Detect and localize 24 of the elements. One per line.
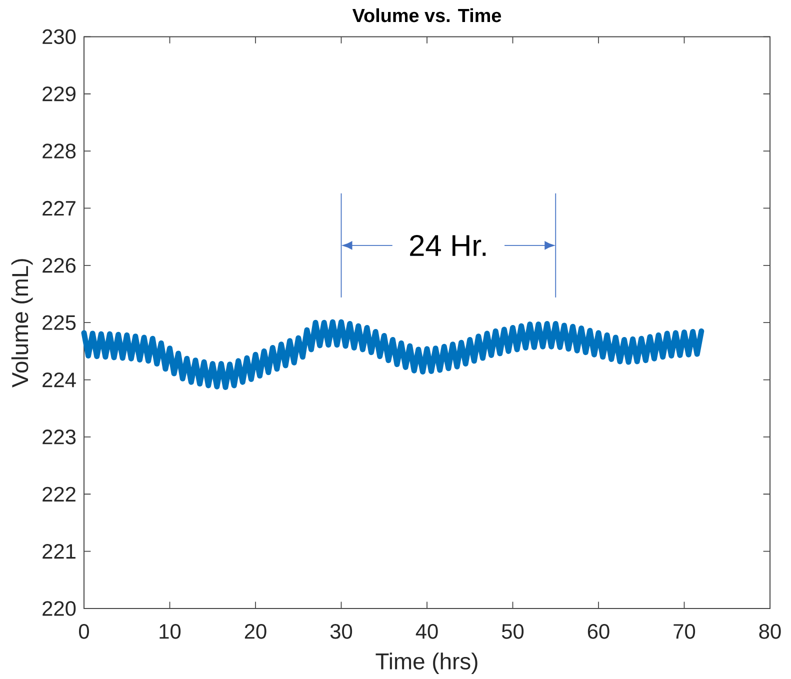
y-tick-label: 226 [42, 258, 76, 273]
chart-title: Volume vs. Time [352, 8, 502, 22]
y-tick-label: 222 [42, 486, 76, 502]
y-axis-title: Volume (mL) [11, 259, 33, 388]
x-tick-label: 0 [78, 624, 89, 639]
y-tick-label: 230 [42, 29, 76, 44]
y-tick-label: 228 [42, 144, 76, 158]
annotation: 24 Hr. [410, 234, 486, 256]
y-tick-label: 221 [42, 544, 76, 559]
x-tick-label: 10 [160, 624, 181, 639]
x-tick-label: 30 [330, 624, 352, 639]
x-tick-label: 60 [588, 624, 610, 639]
x-tick-label: 70 [674, 624, 696, 639]
y-tick-label: 224 [42, 372, 76, 388]
y-tick-label: 225 [42, 315, 76, 330]
y-tick-label: 227 [42, 200, 76, 216]
x-tick-label: 50 [502, 624, 524, 639]
x-tick-label: 40 [416, 624, 438, 639]
y-tick-label: 229 [42, 86, 76, 102]
y-tick-label: 220 [42, 601, 76, 616]
y-tick-label: 223 [42, 430, 76, 444]
x-tick-label: 80 [759, 624, 781, 639]
x-tick-label: 20 [244, 624, 266, 639]
x-axis-title: Time (hrs) [376, 652, 478, 674]
